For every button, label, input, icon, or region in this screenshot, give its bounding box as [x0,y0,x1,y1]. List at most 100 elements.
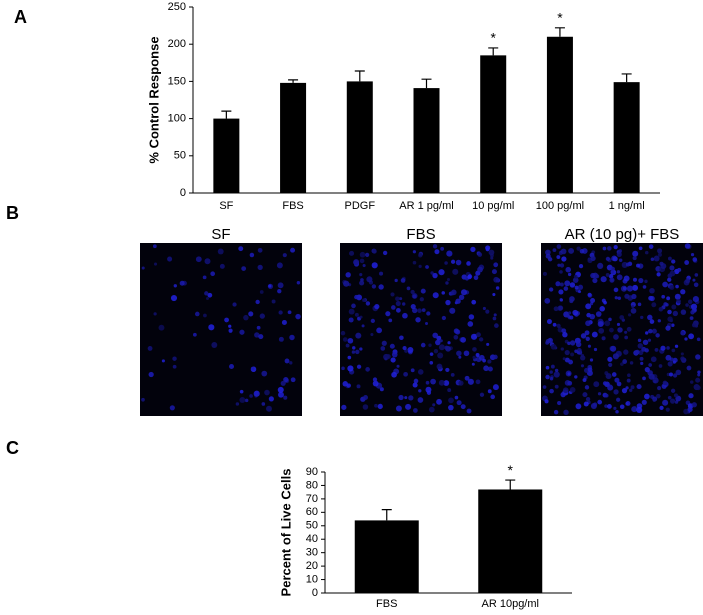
nucleus [385,354,391,359]
nucleus [654,348,659,352]
nucleus [640,315,644,320]
nucleus [219,263,225,269]
nucleus [602,381,608,386]
nucleus [665,354,672,361]
panel-label: B [6,203,19,223]
micrograph [541,243,703,416]
nucleus [582,392,588,398]
nucleus [466,261,471,266]
nucleus [657,386,662,391]
nucleus [280,380,286,386]
image-background [340,243,502,416]
nucleus [669,398,676,404]
nucleus [354,294,359,300]
nucleus [584,330,590,336]
nucleus [390,292,395,297]
nucleus [666,346,670,350]
significance-marker: * [557,10,563,26]
nucleus [630,308,637,314]
nucleus [425,380,430,385]
nucleus [154,262,158,266]
nucleus [670,388,676,393]
nucleus [429,360,434,365]
nucleus [413,378,419,384]
nucleus [697,370,701,374]
nucleus [642,339,649,346]
nucleus [391,371,397,378]
nucleus [261,402,266,406]
nucleus [238,246,244,252]
nucleus [550,364,555,369]
nucleus [686,365,692,371]
nucleus [405,403,412,410]
nucleus [410,304,416,310]
nucleus [492,384,499,391]
nucleus [445,367,450,373]
nucleus [564,349,570,356]
nucleus [266,405,272,412]
nucleus [354,312,359,317]
nucleus [205,297,210,301]
nucleus [467,321,474,327]
nucleus [440,246,445,251]
nucleus [657,248,663,254]
x-tick-label: AR 1 pg/ml [399,200,453,212]
nucleus [402,312,408,319]
nucleus [253,390,260,397]
nucleus [261,370,268,377]
nucleus [438,344,445,351]
nucleus [475,379,481,385]
nucleus [585,303,592,310]
bar [413,88,440,193]
nucleus [563,409,569,415]
error-bar [221,110,232,119]
bar [480,55,507,193]
nucleus [430,378,436,385]
nucleus [277,288,282,294]
nucleus [447,388,452,393]
nucleus [590,402,597,410]
nucleus [667,309,672,315]
nucleus [625,401,631,406]
nucleus [622,286,627,291]
nucleus [610,270,615,274]
nucleus [268,396,274,402]
nucleus [276,262,283,269]
nucleus [683,408,689,415]
nucleus [613,245,618,250]
nucleus [605,256,611,262]
nucleus [576,351,580,355]
bar [613,82,640,193]
nucleus [692,296,699,303]
nucleus [432,332,439,339]
y-tick-label: 0 [180,187,186,199]
nucleus [675,369,682,376]
nucleus [590,272,596,279]
nucleus [567,272,572,277]
nucleus [370,332,374,337]
bar [346,81,373,193]
nucleus [586,312,591,318]
nucleus [612,353,619,360]
nucleus [613,287,619,293]
nucleus [694,273,699,277]
nucleus [268,284,272,288]
nucleus [487,389,492,394]
nucleus [492,316,497,321]
nucleus [569,299,574,304]
nucleus [662,380,668,386]
nucleus [572,309,579,316]
nucleus [626,285,634,292]
nucleus [430,271,434,275]
nucleus [695,377,701,383]
nucleus [616,397,621,402]
nucleus [554,384,559,389]
nucleus [584,385,590,390]
x-tick-label: AR 10pg/ml [482,598,539,610]
nucleus [463,350,470,357]
nucleus [438,379,445,386]
y-tick-label: 70 [306,493,318,505]
nucleus [637,343,643,349]
nucleus [438,269,445,276]
nucleus [141,266,145,270]
